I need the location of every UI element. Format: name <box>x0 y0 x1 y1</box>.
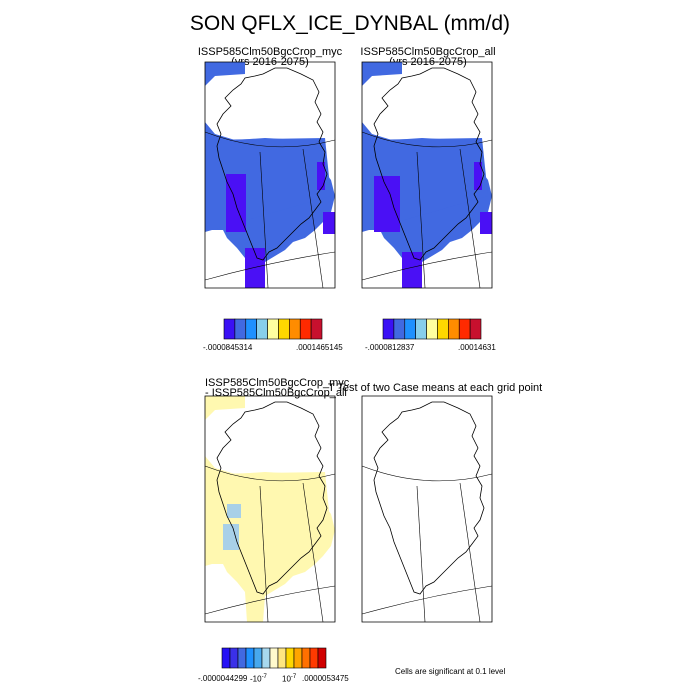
colorbar-myc-swatch-7 <box>299 318 312 340</box>
colorbar-diff-pos-base: 10 <box>282 674 291 684</box>
colorbar-all-swatch-5 <box>437 318 449 340</box>
all-field-violet-1 <box>374 176 400 232</box>
colorbar-diff-swatch-5 <box>261 647 271 669</box>
colorbar-all-swatch-3 <box>415 318 427 340</box>
panel-diff-title-line2: - ISSP585Clm50BgcCrop_all <box>205 387 347 399</box>
myc-field-violet-3 <box>317 162 325 190</box>
panel-myc-title-text: ISSP585Clm50BgcCrop_myc <box>197 46 343 58</box>
colorbar-diff-swatch-1 <box>229 647 239 669</box>
all-field <box>362 62 492 288</box>
panel-myc-map <box>204 61 336 289</box>
diff-field-lightblue-2 <box>223 524 239 550</box>
colorbar-myc <box>223 318 323 340</box>
significance-note: Cells are significant at 0.1 level <box>395 667 506 676</box>
panel-ttest-map <box>361 395 493 623</box>
colorbar-myc-swatch-3 <box>256 318 268 340</box>
panel-ttest-title: T Test of two Case means at each grid po… <box>328 382 543 394</box>
colorbar-all-min-label: -.0000812837 <box>365 343 415 352</box>
panel-diff-title: ISSP585Clm50BgcCrop_myc - ISSP585Clm50Bg… <box>205 377 350 399</box>
colorbar-all-max-label: .00014631 <box>458 343 496 352</box>
diff-frame <box>204 395 336 623</box>
colorbar-diff-max-label: .0000053475 <box>302 674 349 683</box>
colorbar-diff-min-label: -.0000044299 <box>198 674 248 683</box>
colorbar-diff-pos-tick: 10-7 <box>282 674 296 684</box>
colorbar-diff-pos-exp: -7 <box>290 674 297 680</box>
colorbar-all-swatch-0 <box>382 318 395 340</box>
colorbar-diff-swatch-3 <box>245 647 255 669</box>
panel-all-title-text: ISSP585Clm50BgcCrop_all <box>360 46 496 58</box>
colorbar-all-swatch-8 <box>469 318 482 340</box>
colorbar-all-swatch-2 <box>404 318 416 340</box>
colorbar-myc-swatch-6 <box>289 318 301 340</box>
colorbar-myc-swatch-1 <box>234 318 247 340</box>
panel-diff-title-line1: ISSP585Clm50BgcCrop_myc <box>205 377 350 389</box>
colorbar-all <box>382 318 482 340</box>
myc-frame <box>204 61 336 289</box>
ttest-frame <box>361 395 493 623</box>
all-graticule <box>361 131 493 289</box>
colorbar-diff-swatch-6 <box>269 647 279 669</box>
all-frame <box>361 61 493 289</box>
myc-field-violet-4 <box>323 212 335 234</box>
colorbar-diff-swatch-11 <box>309 647 319 669</box>
colorbar-myc-swatch-2 <box>245 318 257 340</box>
colorbar-myc-min-label: -.0000845314 <box>203 343 253 352</box>
myc-field <box>205 62 335 288</box>
colorbar-myc-swatch-0 <box>223 318 236 340</box>
colorbar-diff-swatch-9 <box>293 647 303 669</box>
colorbar-all-swatch-4 <box>426 318 438 340</box>
colorbar-diff-swatch-4 <box>253 647 263 669</box>
colorbar-diff-swatch-8 <box>285 647 295 669</box>
colorbar-diff-swatch-10 <box>301 647 311 669</box>
colorbar-diff-swatch-0 <box>221 647 231 669</box>
colorbar-diff-swatch-7 <box>277 647 287 669</box>
colorbar-diff-neg-tick: -10-7 <box>250 674 267 684</box>
diff-graticule <box>204 465 336 623</box>
colorbar-diff-neg-base: -10 <box>250 674 262 684</box>
colorbar-myc-swatch-4 <box>267 318 279 340</box>
colorbar-diff-swatch-12 <box>317 647 327 669</box>
colorbar-diff <box>221 647 327 669</box>
colorbar-all-swatch-1 <box>393 318 406 340</box>
colorbar-myc-swatch-8 <box>310 318 323 340</box>
myc-graticule <box>204 131 336 289</box>
colorbar-myc-swatch-5 <box>278 318 290 340</box>
diff-field-lightblue-1 <box>227 504 241 518</box>
panel-all-map <box>361 61 493 289</box>
colorbar-all-swatch-7 <box>458 318 471 340</box>
diff-field <box>205 396 335 622</box>
myc-field-violet-2 <box>245 248 265 288</box>
all-field-violet-2 <box>402 252 422 288</box>
ttest-graticule <box>361 465 493 623</box>
figure-title: SON QFLX_ICE_DYNBAL (mm/d) <box>189 12 511 35</box>
all-field-violet-4 <box>480 212 492 234</box>
colorbar-myc-max-label: .0001465145 <box>296 343 343 352</box>
colorbar-diff-neg-exp: -7 <box>261 674 267 680</box>
panel-diff-map <box>204 395 336 623</box>
ttest-coastline <box>373 401 485 595</box>
colorbar-diff-swatch-2 <box>237 647 247 669</box>
colorbar-all-swatch-6 <box>448 318 460 340</box>
all-field-violet-3 <box>474 162 482 190</box>
